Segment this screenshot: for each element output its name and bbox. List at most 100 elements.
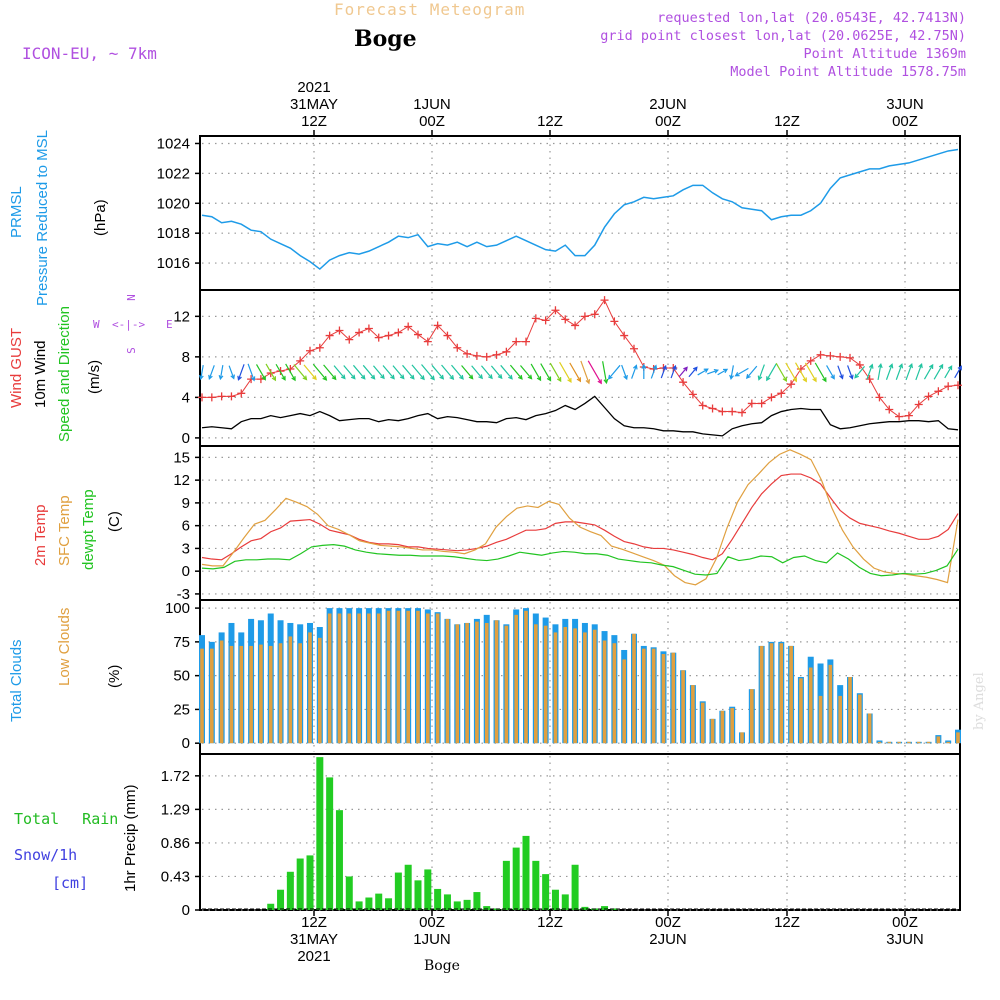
wind-gust-marker xyxy=(522,337,530,346)
wind-gust-marker xyxy=(482,352,491,361)
wind-gust-marker xyxy=(904,411,913,420)
wind-10m-line xyxy=(201,395,959,437)
wind-direction-arrow xyxy=(631,364,638,379)
wind-gust-marker xyxy=(757,399,766,408)
rain-bar xyxy=(267,903,275,910)
wind-direction-arrow xyxy=(745,365,758,379)
wind-direction-arrow xyxy=(569,362,582,383)
y-tick-label: 3 xyxy=(182,540,190,557)
wind-direction-arrow xyxy=(500,364,513,380)
low-cloud-bar xyxy=(681,670,685,744)
wind-direction-arrow xyxy=(509,364,523,380)
low-cloud-bar xyxy=(936,736,941,744)
wind-gust-marker xyxy=(325,331,334,340)
wind-direction-arrow xyxy=(707,368,719,375)
time-axis-label-line: 12Z xyxy=(301,113,327,130)
wind-direction-arrow xyxy=(734,367,749,377)
wind-gust-marker xyxy=(738,408,746,417)
wind-gust-marker xyxy=(453,343,462,352)
wind-direction-arrow xyxy=(312,363,328,381)
wind-gust-marker xyxy=(698,401,707,410)
wind-gust-marker xyxy=(217,392,226,401)
wind-direction-arrow xyxy=(431,364,445,380)
time-axis-label: 00Z 1JUN xyxy=(392,914,472,948)
rain-bar xyxy=(375,893,383,910)
wind-direction-arrow xyxy=(530,363,542,382)
pressure-line xyxy=(201,148,959,271)
low-cloud-bar xyxy=(337,613,342,744)
low-cloud-bar xyxy=(779,643,784,744)
wind-gust-marker xyxy=(688,390,697,399)
wind-direction-arrow xyxy=(323,364,337,381)
wind-gust-marker xyxy=(600,296,609,305)
wind-gust-marker xyxy=(708,404,717,413)
wind-gust-marker xyxy=(374,333,383,342)
rain-bar xyxy=(473,892,481,910)
wind-gust-marker xyxy=(237,389,246,398)
low-cloud-bar xyxy=(396,610,401,744)
low-cloud-bar xyxy=(563,627,568,744)
wind-direction-arrow xyxy=(804,362,817,383)
rain-bar xyxy=(581,906,589,910)
rain-bar xyxy=(355,901,363,910)
wind-gust-marker xyxy=(590,310,599,319)
low-cloud-bar xyxy=(946,741,950,744)
wind-direction-arrow xyxy=(198,365,204,381)
wind-gust-marker xyxy=(207,393,216,402)
wind-gust-marker xyxy=(561,315,570,324)
time-axis-label: 12Z 31MAY 2021 xyxy=(274,914,354,965)
wind-gust-marker xyxy=(679,378,688,387)
wind-direction-arrow xyxy=(729,365,734,380)
time-axis-label: 00Z 2JUN xyxy=(628,914,708,948)
temp-sfc-line xyxy=(201,449,959,586)
y-tick-label: 12 xyxy=(173,308,190,325)
low-cloud-bar xyxy=(877,741,882,744)
time-axis-label-line: 2JUN xyxy=(649,96,687,113)
total-rain-label: Total Rain xyxy=(14,810,119,828)
low-cloud-bar xyxy=(828,664,833,744)
low-cloud-bar xyxy=(769,643,774,744)
wind-direction-arrow xyxy=(352,364,366,380)
wind-direction-arrow xyxy=(218,365,224,381)
wind-gust-marker xyxy=(934,387,943,396)
low-cloud-bar xyxy=(907,741,911,744)
wind-gust-marker xyxy=(531,314,540,323)
wind-direction-arrow xyxy=(540,363,552,382)
low-cloud-bar xyxy=(759,645,764,744)
wind-gust-marker xyxy=(777,389,786,398)
wind-gust-marker xyxy=(620,331,629,340)
wind-direction-arrow xyxy=(343,365,356,380)
wind-gust-marker xyxy=(836,352,845,361)
station-title: Boge xyxy=(354,26,417,52)
wind-gust-marker xyxy=(502,347,511,356)
time-axis-label-line: 12Z xyxy=(774,914,800,931)
rain-bar xyxy=(296,858,304,910)
rain-bar xyxy=(404,864,412,910)
wind-gust-marker xyxy=(944,382,953,391)
low-cloud-bar xyxy=(789,645,793,744)
model-point-altitude: Model Point Altitude 1578.75m xyxy=(730,64,966,80)
wind-gust-marker xyxy=(355,328,364,337)
low-cloud-bar xyxy=(691,685,695,744)
wind-gust-marker xyxy=(718,407,727,416)
time-axis-label-line: 12Z xyxy=(774,113,800,130)
low-cloud-bar xyxy=(867,713,872,744)
wind-gust-marker xyxy=(198,393,206,402)
rain-bar xyxy=(483,906,491,910)
rain-bar xyxy=(414,880,422,910)
temp-2m-line xyxy=(201,473,959,561)
wind-direction-arrow xyxy=(237,364,245,381)
rain-bar xyxy=(365,897,373,910)
time-axis-label: 00Z 3JUN xyxy=(865,914,945,948)
wind-direction-arrow xyxy=(285,363,296,382)
chart-subtitle: Forecast Meteogram xyxy=(334,0,526,19)
time-axis-label-line: 00Z xyxy=(655,113,681,130)
low-cloud-bar xyxy=(858,694,862,744)
low-cloud-bar xyxy=(229,645,234,744)
low-cloud-bar xyxy=(494,620,499,744)
wind-gust-marker xyxy=(335,326,344,335)
low-cloud-bar xyxy=(916,741,921,744)
low-cloud-bar xyxy=(848,677,852,744)
rain-bar xyxy=(522,835,530,910)
low-cloud-bar xyxy=(632,633,636,744)
